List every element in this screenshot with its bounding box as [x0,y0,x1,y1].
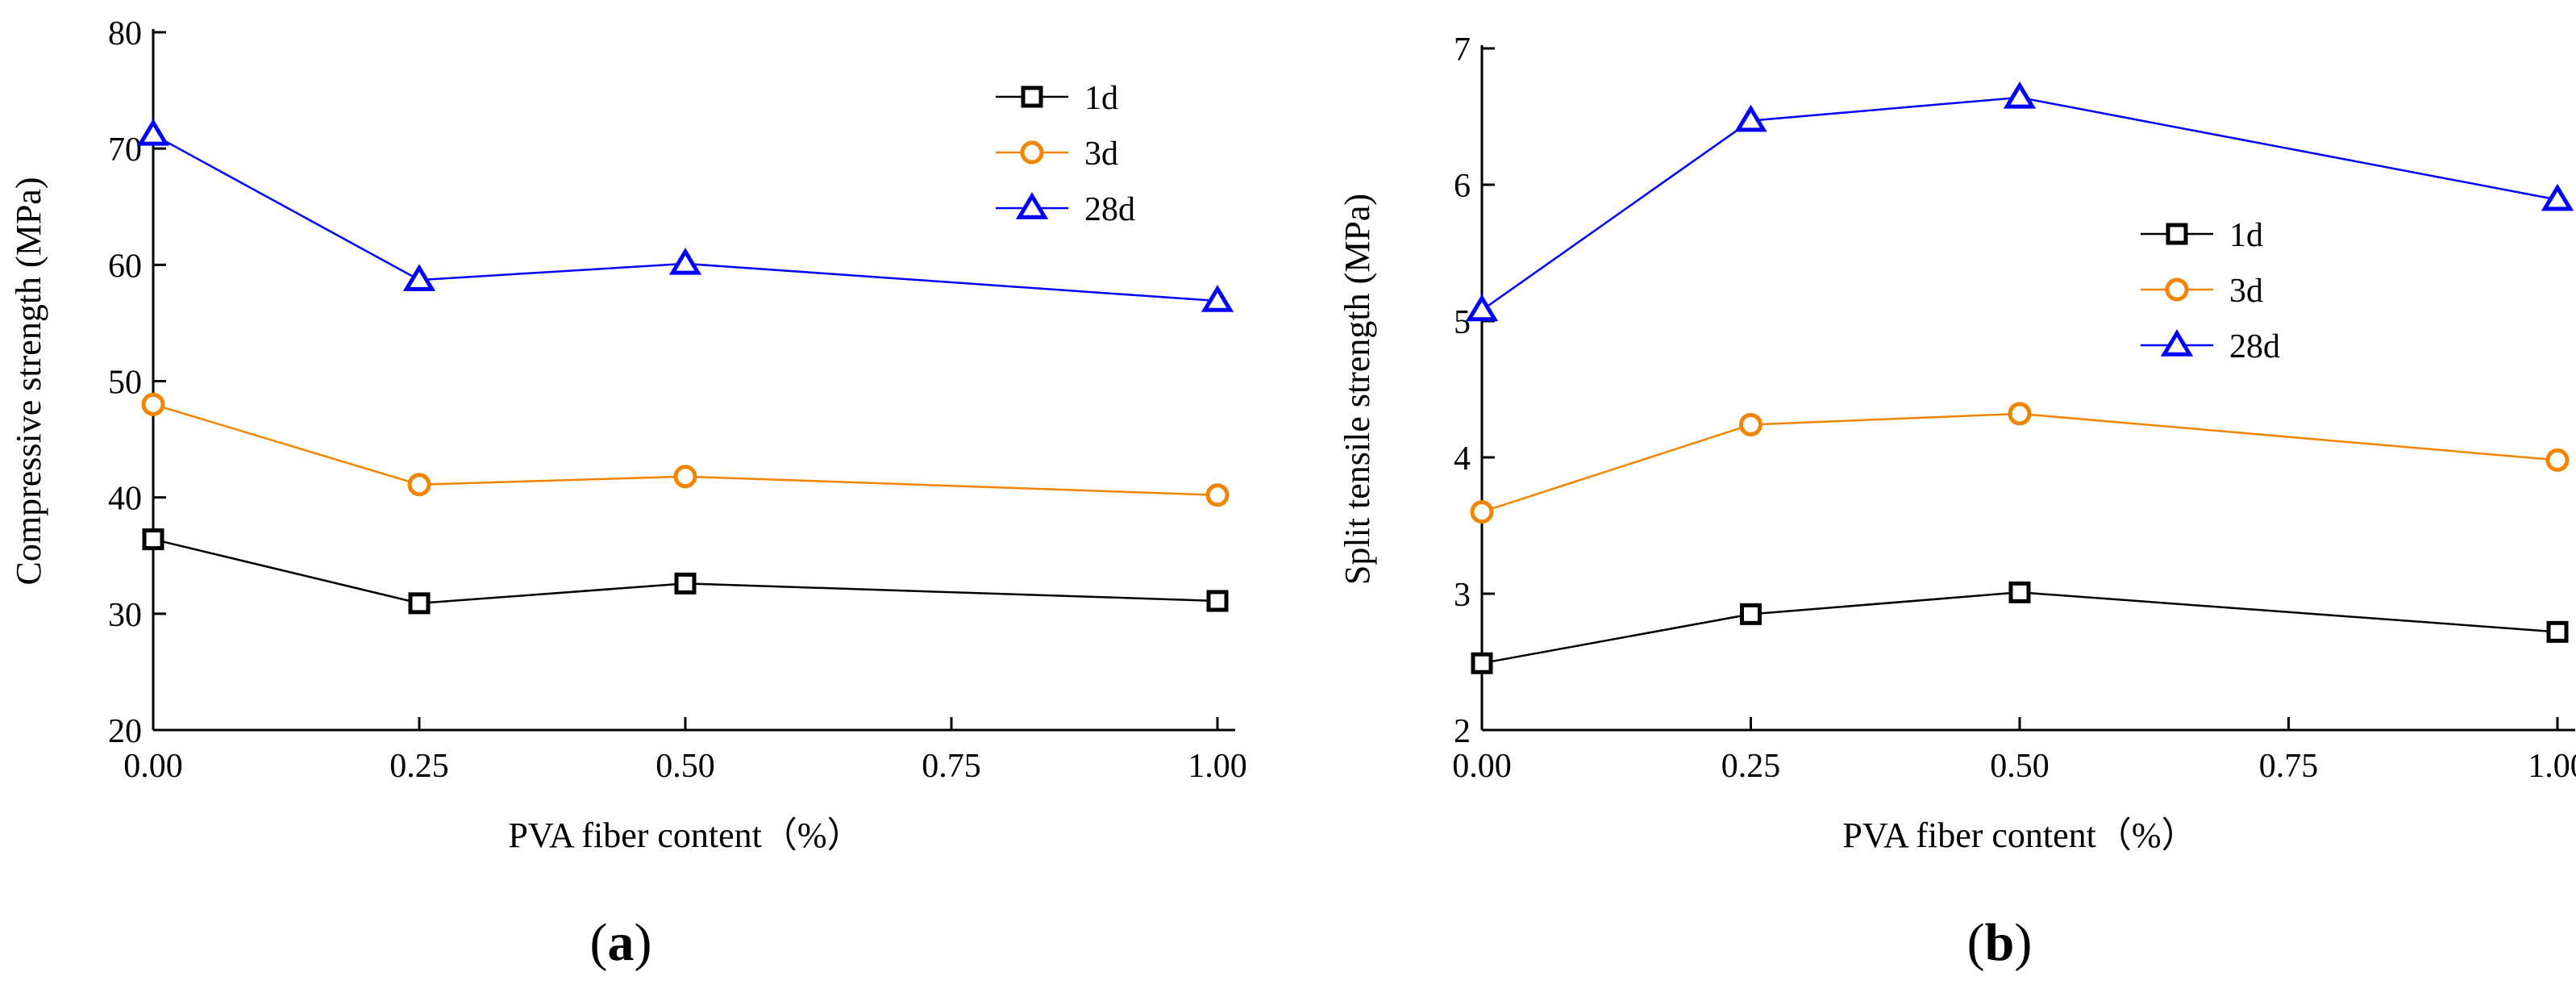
data-point-3d [673,465,697,489]
legend-marker-28d [2160,329,2194,357]
data-point-3d [1470,500,1494,524]
legend-label-3d: 3d [1084,136,1118,173]
legend-b: 1d 3d 28d [2141,217,2280,365]
y-tick-label: 4 [1454,440,1471,478]
y-tick-label: 3 [1454,577,1471,614]
series-layer-a [136,119,1234,615]
y-tick-label: 60 [108,248,142,285]
legend-marker-28d [1015,192,1049,219]
data-point-1d [674,572,697,595]
data-point-3d [2545,448,2570,472]
axes-b [1480,45,2575,732]
y-tick-label: 40 [108,481,142,518]
x-ticks-a: 0.00 0.25 0.50 0.75 1.00 [123,748,1247,785]
legend-label-28d: 28d [1084,191,1135,228]
data-point-3d [141,392,165,416]
y-tick-label: 70 [108,131,142,169]
data-point-1d [142,528,164,551]
series-layer-b [1465,81,2574,674]
data-point-28d [2003,81,2037,109]
legend-marker-1d [2166,223,2188,245]
x-axis-label: PVA fiber content（%） [1842,816,2196,855]
data-point-1d [2008,581,2031,603]
y-tick-label: 20 [108,713,142,750]
chart-panel-b: 2 3 4 5 6 7 0.00 0.25 0.50 0.75 1.00 PVA… [1338,31,2576,972]
data-point-1d [2546,620,2569,643]
y-tick-label: 50 [108,365,142,402]
chart-panel-a: 20 30 40 50 60 70 80 0.00 0.25 0.50 0.75… [9,15,1247,972]
data-point-3d [407,473,431,497]
x-tick-label: 0.50 [655,748,715,785]
data-point-28d [1734,104,1767,132]
x-tick-label: 0.25 [389,748,449,785]
x-tick-label: 0.25 [1721,748,1781,785]
legend-marker-3d [1020,140,1044,165]
y-tick-label: 30 [108,597,142,634]
data-point-28d [1465,294,1499,322]
legend-label-3d: 3d [2229,273,2263,310]
legend-label-1d: 1d [1084,80,1118,117]
x-tick-label: 1.00 [1188,748,1247,785]
series-line-28d [1481,96,2558,311]
x-tick-label: 0.00 [123,748,183,785]
x-tick-label: 0.75 [922,748,981,785]
series-line-3d [152,403,1218,497]
y-tick-label: 6 [1454,168,1471,205]
data-point-3d [1739,412,1762,436]
y-tick-label: 2 [1454,713,1471,750]
data-point-3d [2008,402,2032,426]
data-point-28d [402,264,436,291]
x-tick-label: 0.00 [1452,748,1512,785]
x-ticks-b: 0.00 0.25 0.50 0.75 1.00 [1452,748,2576,785]
series-line-3d [1481,412,2558,513]
x-axis-label: PVA fiber content（%） [508,816,862,855]
data-point-1d [1740,603,1762,625]
data-point-1d [1471,652,1493,674]
y-axis-label: Split tensile strength (MPa) [1338,194,1377,585]
panel-label-b: (b) [1967,913,2033,972]
legend-label-28d: 28d [2229,328,2280,365]
x-tick-label: 0.50 [1990,748,2050,785]
legend-a: 1d 3d 28d [996,80,1135,228]
series-line-28d [152,133,1218,302]
data-point-1d [408,592,431,615]
x-tick-label: 1.00 [2528,748,2576,785]
data-point-3d [1205,483,1230,507]
y-tick-label: 80 [108,15,142,52]
series-line-1d [152,538,1218,605]
y-tick-label: 7 [1454,31,1471,69]
y-ticks-a: 20 30 40 50 60 70 80 [108,15,142,750]
data-point-28d [1201,285,1234,312]
legend-marker-1d [1021,86,1043,108]
data-point-1d [1206,590,1229,612]
data-point-28d [2541,183,2574,211]
axes-a [152,29,1235,732]
x-tick-label: 0.75 [2259,748,2319,785]
panel-label-a: (a) [590,913,652,972]
legend-label-1d: 1d [2229,217,2263,254]
legend-marker-3d [2165,277,2189,302]
data-point-28d [668,248,702,275]
y-axis-label: Compressive strength (MPa) [9,177,48,586]
data-point-28d [136,119,170,146]
y-tick-label: 5 [1454,304,1471,341]
y-ticks-b: 2 3 4 5 6 7 [1454,31,1471,750]
series-line-1d [1481,591,2558,665]
